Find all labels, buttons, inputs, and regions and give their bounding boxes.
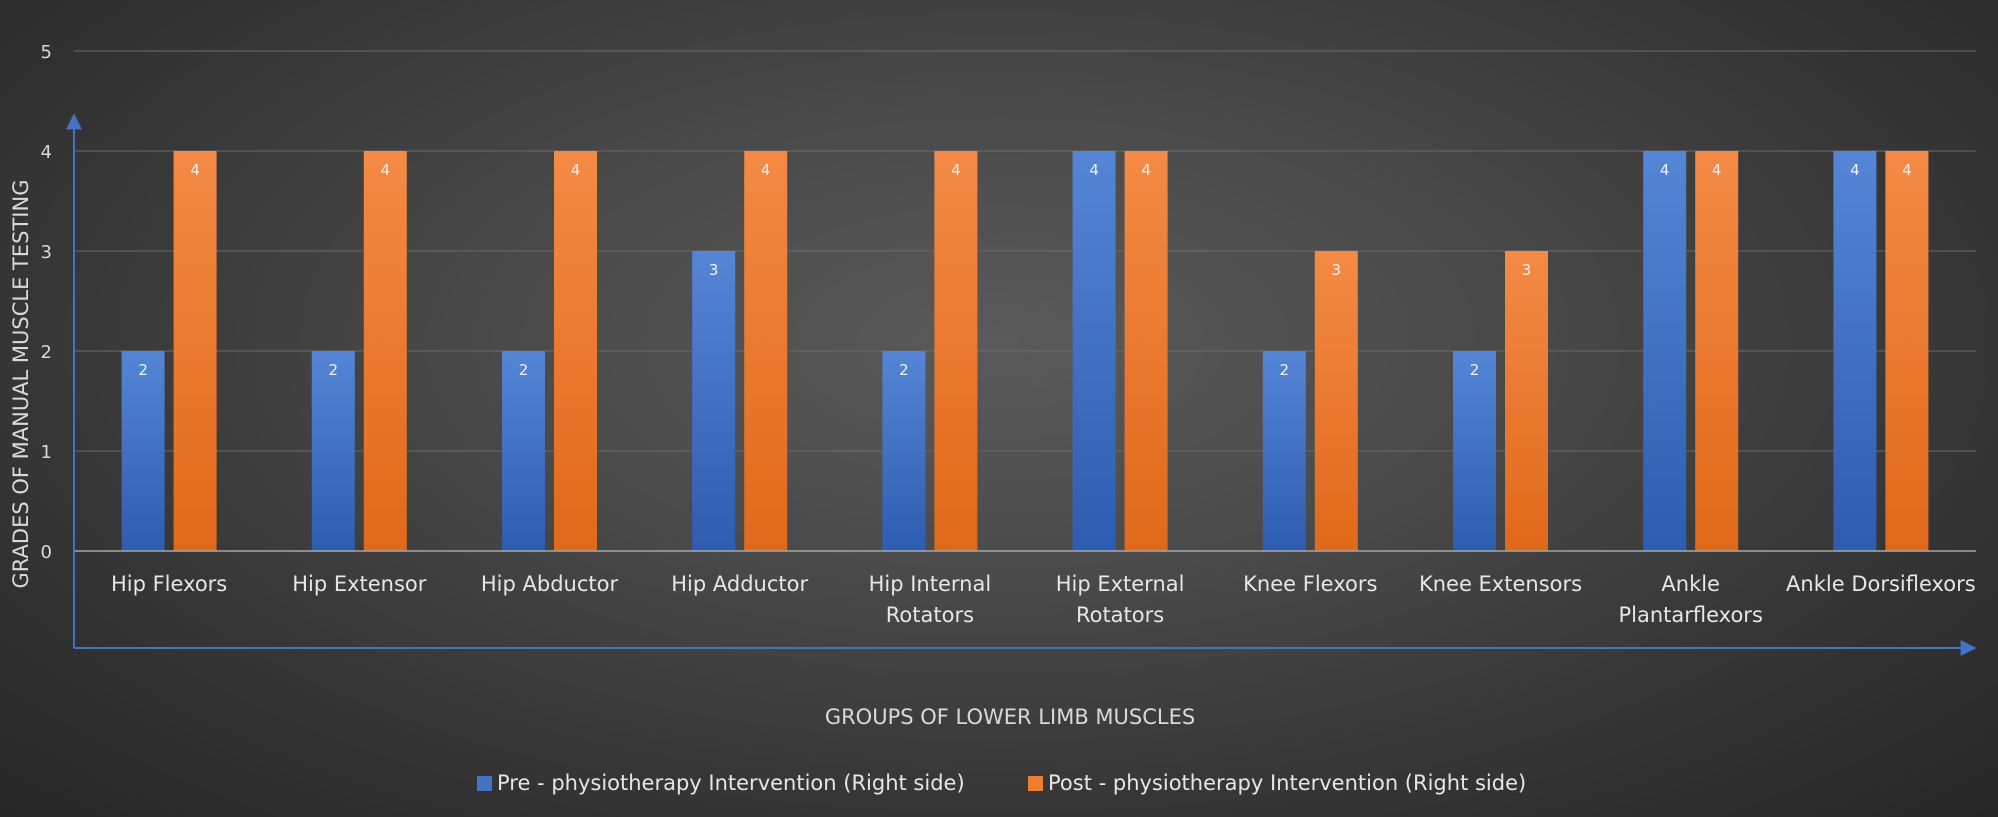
- data-label-pre: 2: [329, 361, 339, 379]
- y-axis-ticks: 0 1 2 3 4 5: [41, 42, 52, 563]
- data-label-post: 4: [1141, 161, 1151, 179]
- bar-pre: [311, 351, 355, 551]
- data-label-pre: 2: [899, 361, 909, 379]
- legend-swatch-post: [1028, 776, 1043, 791]
- legend-label-post: Post - physiotherapy Intervention (Right…: [1048, 771, 1526, 795]
- category-label: Plantarflexors: [1618, 603, 1762, 627]
- gridlines: [74, 50, 1976, 452]
- data-label-pre: 4: [1850, 161, 1860, 179]
- y-tick-label: 3: [41, 242, 52, 263]
- bar-pre: [1833, 151, 1877, 551]
- category-label: Hip Extensor: [292, 572, 427, 596]
- legend: Pre - physiotherapy Intervention (Right …: [477, 771, 1526, 795]
- bar-pre: [692, 251, 736, 551]
- data-label-pre: 4: [1089, 161, 1099, 179]
- category-label: Rotators: [886, 603, 974, 627]
- data-label-post: 4: [761, 161, 771, 179]
- bar-post: [1505, 251, 1548, 551]
- data-label-post: 4: [190, 161, 200, 179]
- bar-post: [934, 151, 978, 551]
- category-label: Ankle: [1661, 572, 1720, 596]
- y-tick-label: 2: [41, 342, 52, 363]
- y-tick-label: 5: [41, 42, 52, 63]
- bar-pre: [1453, 351, 1496, 551]
- data-label-pre: 2: [1470, 361, 1480, 379]
- category-label: Rotators: [1076, 603, 1164, 627]
- legend-swatch-pre: [477, 776, 492, 791]
- y-tick-label: 1: [41, 442, 52, 463]
- data-label-post: 4: [571, 161, 581, 179]
- data-label-pre: 2: [138, 361, 148, 379]
- bar-pre: [502, 351, 545, 551]
- data-label-post: 3: [1332, 261, 1342, 279]
- data-label-post: 3: [1522, 261, 1532, 279]
- bar-post: [1124, 151, 1168, 551]
- category-label: Hip Abductor: [481, 572, 619, 596]
- y-axis-title: GRADES OF MANUAL MUSCLE TESTING: [9, 180, 33, 589]
- category-label: Hip External: [1056, 572, 1185, 596]
- category-label: Hip Flexors: [111, 572, 227, 596]
- bars: [121, 151, 1929, 551]
- bar-post: [744, 151, 788, 551]
- data-label-post: 4: [1902, 161, 1912, 179]
- x-axis-title: GROUPS OF LOWER LIMB MUSCLES: [825, 705, 1195, 729]
- data-label-pre: 2: [519, 361, 529, 379]
- data-label-post: 4: [951, 161, 961, 179]
- bar-pre: [1643, 151, 1687, 551]
- legend-label-pre: Pre - physiotherapy Intervention (Right …: [497, 771, 965, 795]
- bar-pre: [1262, 351, 1306, 551]
- bar-post: [363, 151, 407, 551]
- category-label: Knee Flexors: [1243, 572, 1377, 596]
- y-tick-label: 4: [41, 142, 52, 163]
- category-label: Hip Adductor: [671, 572, 808, 596]
- bar-pre: [882, 351, 926, 551]
- bar-post: [1695, 151, 1739, 551]
- data-label-pre: 2: [1280, 361, 1290, 379]
- category-label: Knee Extensors: [1419, 572, 1582, 596]
- data-labels: 2 4 2 4 2 4 3 4 2 4 4 4 2 3 2 3 4 4 4 4: [138, 161, 1911, 379]
- data-label-pre: 3: [709, 261, 719, 279]
- bar-post: [173, 151, 217, 551]
- data-label-pre: 4: [1660, 161, 1670, 179]
- bar-pre: [1072, 151, 1116, 551]
- data-label-post: 4: [1712, 161, 1722, 179]
- bar-post: [1885, 151, 1929, 551]
- y-tick-label: 0: [41, 542, 52, 563]
- category-label: Hip Internal: [869, 572, 992, 596]
- data-label-post: 4: [381, 161, 391, 179]
- category-labels: Hip Flexors Hip Extensor Hip Abductor Hip A…: [111, 572, 1976, 627]
- category-label: Ankle Dorsiflexors: [1786, 572, 1976, 596]
- bar-post: [1314, 251, 1358, 551]
- bar-post: [554, 151, 597, 551]
- bar-pre: [121, 351, 165, 551]
